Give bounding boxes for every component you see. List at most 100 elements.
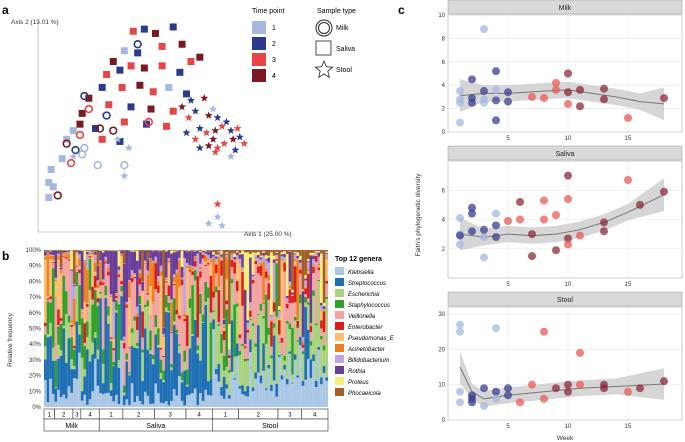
bar-segment — [259, 375, 263, 384]
diversity-point — [564, 171, 572, 180]
bar-segment — [101, 279, 105, 281]
bar-segment — [57, 389, 60, 407]
legend-time-label: 1 — [272, 25, 276, 32]
bar-segment — [222, 319, 226, 325]
bar-segment — [199, 360, 202, 394]
bar-segment — [49, 296, 52, 299]
bar-segment — [125, 305, 129, 308]
bar-segment — [101, 280, 105, 282]
genus-swatch — [335, 289, 344, 297]
bar-segment — [104, 263, 108, 286]
bar-segment — [301, 351, 305, 355]
bar-segment — [70, 269, 73, 271]
bar-segment — [130, 277, 134, 283]
facet-xtick-label: 5 — [506, 282, 510, 288]
bar-segment — [122, 250, 126, 264]
bar-segment — [143, 304, 147, 307]
bar-segment — [251, 279, 255, 284]
bar-segment — [241, 250, 244, 255]
bar-segment — [178, 250, 181, 258]
bar-segment — [70, 320, 73, 323]
bar-segment — [125, 250, 129, 302]
relative-abundance-plot: Relative frequency 0% 10% 20% 30% 40% 50% 60% 7… — [7, 248, 395, 432]
bar-segment — [314, 325, 318, 381]
stool-point — [213, 113, 222, 122]
bar-segment — [322, 309, 326, 311]
bar-segment — [209, 260, 213, 263]
bar-segment — [188, 348, 192, 395]
bar-segment — [272, 300, 276, 302]
bar-segment — [312, 252, 315, 256]
bar-segment — [201, 253, 205, 255]
bar-segment — [51, 268, 55, 348]
bar-segment — [83, 301, 87, 324]
milk-point — [71, 145, 80, 155]
bar-segment — [149, 316, 152, 331]
bar-segment — [122, 336, 126, 340]
bar-segment — [67, 258, 71, 260]
bar-segment — [199, 393, 202, 407]
bar-segment — [235, 303, 239, 307]
bar-segment — [130, 383, 134, 407]
bar-segment — [125, 359, 129, 362]
saliva-point — [169, 23, 177, 31]
bar-segment — [222, 398, 226, 407]
facet-xtick-label: 5 — [506, 424, 510, 430]
bar-segment — [175, 329, 179, 334]
diversity-point — [636, 384, 644, 393]
bar-segment — [285, 250, 289, 254]
diversity-point — [468, 398, 476, 407]
facet-ytick-label: 2 — [442, 107, 446, 113]
timepoint-label: 3 — [288, 413, 292, 419]
saliva-point — [45, 178, 53, 186]
bar-segment — [262, 255, 265, 262]
diversity-ylabel: Faith's phylogenetic diversity — [415, 173, 422, 257]
milk-point — [120, 161, 129, 170]
bar-segment — [78, 352, 81, 407]
bar-segment — [264, 271, 268, 278]
diversity-point — [552, 211, 560, 220]
genus-swatch — [335, 333, 344, 341]
legend-time-label: 2 — [272, 41, 276, 48]
bar-segment — [162, 336, 166, 356]
bar-segment — [167, 285, 171, 296]
bar-segment — [196, 405, 200, 407]
bar-segment — [259, 257, 263, 260]
legend-saliva-label: Saliva — [336, 46, 355, 53]
bar-segment — [128, 348, 131, 373]
bar-segment — [109, 294, 113, 296]
bar-segment — [159, 348, 163, 350]
bar-segment — [264, 343, 268, 389]
bar-segment — [212, 258, 215, 292]
bar-segment — [170, 302, 173, 332]
bar-segment — [164, 277, 168, 280]
bar-segment — [251, 387, 255, 392]
bar-segment — [138, 272, 142, 277]
bar-segment — [154, 314, 158, 327]
bar-segment — [222, 370, 226, 377]
saliva-point — [105, 101, 113, 109]
bar-segment — [159, 359, 163, 374]
bar-segment — [93, 358, 97, 407]
bar-segment — [238, 354, 242, 387]
bar-ytick-label: 80% — [29, 279, 42, 285]
bar-segment — [157, 251, 160, 277]
bar-segment — [278, 356, 281, 407]
bar-segment — [272, 302, 276, 312]
bar-segment — [204, 266, 208, 283]
bar-segment — [304, 306, 308, 380]
bar-segment — [214, 374, 218, 407]
bar-segment — [207, 254, 210, 259]
bar-segment — [243, 391, 247, 396]
bar-segment — [101, 394, 105, 407]
bar-segment — [212, 256, 215, 259]
bar-segment — [164, 279, 168, 281]
saliva-point — [158, 62, 166, 70]
bar-segment — [225, 300, 229, 305]
pcoa-xlabel: Axis 1 (25.00 %) — [244, 231, 292, 238]
bar-segment — [117, 274, 121, 277]
diversity-point — [468, 75, 476, 84]
diversity-point — [576, 380, 584, 389]
bar-segment — [46, 333, 50, 338]
bar-segment — [285, 304, 289, 309]
